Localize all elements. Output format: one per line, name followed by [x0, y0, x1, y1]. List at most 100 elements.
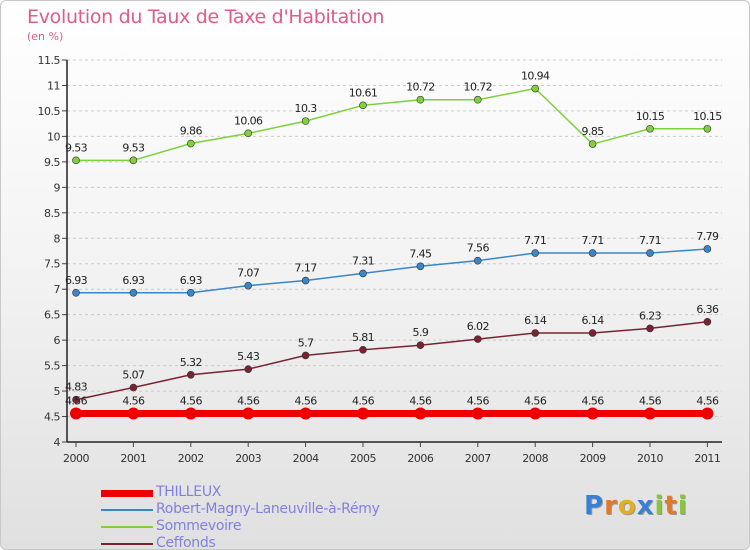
legend-item-sommevoire: Sommevoire [101, 518, 421, 536]
data-label-3-4: 5.7 [298, 336, 314, 349]
data-label-2-9: 9.85 [582, 125, 605, 138]
chart-title: Evolution du Taux de Taxe d'Habitation [27, 6, 385, 28]
data-point-1-6 [416, 262, 425, 271]
data-label-0-9: 4.56 [582, 394, 605, 407]
data-label-2-3: 10.06 [234, 114, 263, 127]
data-label-2-0: 9.53 [65, 141, 88, 154]
data-label-2-2: 9.86 [180, 125, 203, 138]
x-tick-label: 2006 [407, 452, 433, 465]
legend-swatch-thilleux [101, 490, 153, 497]
data-point-1-4 [301, 276, 310, 285]
series-line-3 [75, 321, 708, 401]
data-label-1-7: 7.56 [467, 242, 490, 255]
data-label-2-6: 10.72 [406, 81, 435, 94]
x-tick-label: 2011 [694, 452, 720, 465]
data-label-3-3: 5.43 [237, 350, 260, 363]
data-label-0-3: 4.56 [237, 394, 260, 407]
data-point-3-8 [531, 329, 540, 337]
data-point-2-1 [129, 156, 138, 165]
data-point-1-8 [531, 249, 540, 257]
data-point-1-5 [359, 269, 367, 278]
data-label-0-8: 4.56 [524, 394, 547, 407]
data-point-2-7 [473, 95, 482, 104]
x-tick-label: 2008 [522, 452, 548, 465]
logo-letter: i [654, 491, 665, 521]
data-label-1-6: 7.45 [409, 247, 432, 260]
data-point-2-8 [531, 84, 540, 93]
data-label-0-4: 4.56 [295, 394, 318, 407]
y-tick-label: 5.5 [44, 360, 60, 373]
data-point-3-7 [473, 335, 482, 343]
logo-letter: i [677, 491, 688, 521]
logo-letter: r [604, 491, 618, 521]
data-label-2-7: 10.72 [464, 81, 493, 94]
data-label-3-9: 6.14 [582, 314, 605, 327]
x-tick-label: 2007 [465, 452, 491, 465]
legend-swatch-sommevoire [101, 526, 153, 528]
y-tick-label: 9.5 [44, 156, 60, 169]
data-label-2-1: 9.53 [122, 141, 145, 154]
data-label-0-11: 4.56 [696, 394, 719, 407]
data-point-1-2 [187, 288, 195, 297]
y-tick-label: 10 [47, 130, 60, 143]
data-point-3-9 [588, 329, 597, 337]
data-label-1-11: 7.79 [696, 230, 719, 243]
x-tick-label: 2002 [178, 452, 204, 465]
legend-swatch-robert-magny [101, 509, 153, 511]
data-point-3-4 [301, 351, 310, 360]
data-label-2-11: 10.15 [693, 110, 722, 123]
y-tick-label: 8.5 [44, 207, 60, 220]
data-point-2-10 [646, 124, 654, 133]
legend-item-ceffonds: Ceffonds [101, 535, 421, 549]
data-point-3-2 [187, 370, 195, 379]
data-label-3-2: 5.32 [180, 356, 202, 369]
y-tick-label: 4 [54, 436, 61, 449]
x-tick-label: 2001 [120, 452, 146, 465]
data-label-1-0: 6.93 [65, 274, 88, 287]
y-tick-label: 11 [47, 79, 60, 92]
data-label-0-10: 4.56 [639, 394, 662, 407]
x-tick-label: 2009 [580, 452, 606, 465]
logo-letter: t [664, 491, 678, 521]
data-point-0-8 [529, 407, 542, 420]
y-tick-label: 6 [54, 334, 61, 347]
series-line-2 [76, 87, 708, 162]
x-tick-label: 2005 [350, 452, 376, 465]
data-label-0-0: 4.56 [65, 394, 88, 407]
y-tick-label: 5 [54, 385, 61, 398]
data-point-0-0 [70, 407, 82, 420]
data-point-2-0 [72, 156, 80, 165]
data-label-0-2: 4.56 [180, 394, 203, 407]
data-label-0-7: 4.56 [467, 394, 490, 407]
data-point-2-6 [416, 95, 425, 104]
data-label-1-5: 7.31 [352, 254, 374, 267]
data-point-2-5 [359, 101, 367, 110]
data-point-1-9 [588, 249, 597, 257]
data-point-0-4 [299, 407, 312, 420]
logo-letter: P [584, 491, 605, 521]
legend-item-robert-magny: Robert-Magny-Laneuville-à-Rémy [101, 501, 421, 519]
data-point-1-10 [646, 249, 654, 257]
data-point-0-2 [184, 407, 197, 420]
data-point-3-6 [416, 341, 425, 350]
data-label-2-5: 10.61 [349, 86, 378, 99]
data-label-1-8: 7.71 [524, 234, 546, 247]
data-label-2-10: 10.15 [636, 110, 665, 123]
y-tick-label: 11.5 [38, 54, 61, 67]
data-label-1-10: 7.71 [639, 234, 661, 247]
y-tick-label: 7 [54, 283, 61, 296]
data-point-3-1 [129, 383, 138, 392]
data-point-0-1 [127, 407, 140, 420]
data-label-0-6: 4.56 [409, 394, 432, 407]
y-tick-label: 8 [54, 232, 61, 245]
data-label-3-10: 6.23 [639, 309, 662, 322]
data-label-3-1: 5.07 [122, 369, 145, 382]
unit-label: (en %) [27, 30, 64, 43]
y-tick-label: 6.5 [44, 309, 60, 322]
data-point-1-0 [72, 288, 80, 297]
data-point-3-10 [646, 324, 654, 333]
x-tick-label: 2000 [63, 452, 89, 465]
logo-letter: x [636, 491, 655, 521]
data-label-2-8: 10.94 [521, 70, 550, 83]
data-point-2-2 [187, 139, 195, 148]
